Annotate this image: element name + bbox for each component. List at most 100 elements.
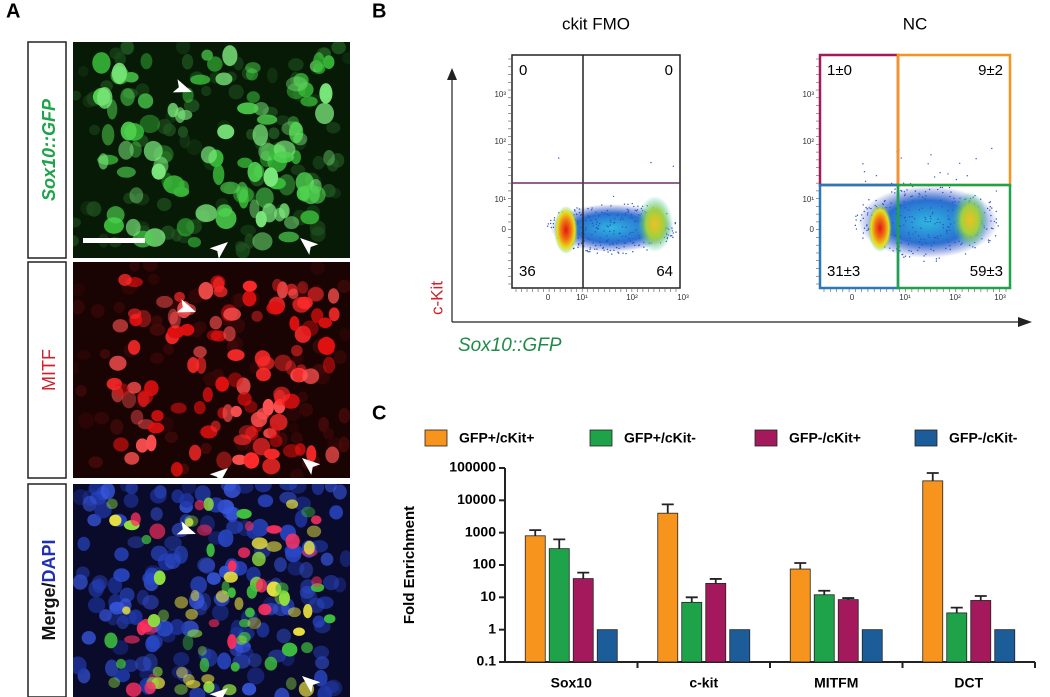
error-bar — [685, 596, 698, 603]
cell — [240, 224, 256, 236]
cell — [199, 558, 216, 574]
cell — [191, 322, 203, 338]
event — [920, 238, 922, 240]
cell — [274, 557, 287, 573]
cell — [227, 349, 245, 361]
event — [549, 222, 552, 225]
event — [939, 186, 942, 189]
event — [882, 203, 884, 205]
cell — [328, 307, 340, 322]
cell — [227, 372, 243, 388]
plot-title: NC — [903, 14, 928, 33]
cell — [180, 323, 195, 336]
event — [875, 174, 878, 177]
event — [966, 175, 968, 177]
cell — [255, 578, 267, 593]
cell — [150, 315, 163, 327]
cell — [152, 666, 163, 678]
event — [579, 214, 582, 216]
cell — [300, 210, 320, 225]
cell — [290, 431, 304, 444]
cell — [89, 124, 100, 136]
event — [675, 231, 677, 233]
event — [864, 180, 867, 183]
event — [629, 216, 632, 219]
event — [855, 228, 858, 230]
cell — [164, 535, 182, 551]
cell — [116, 166, 136, 178]
event — [949, 248, 951, 251]
y-tick-label: 10³ — [494, 90, 506, 99]
cell — [215, 72, 233, 86]
event — [935, 260, 938, 262]
event — [904, 194, 906, 197]
micrograph — [73, 42, 350, 258]
cell — [190, 576, 208, 594]
cell — [242, 290, 257, 307]
cell — [169, 311, 181, 329]
event — [628, 237, 630, 240]
event — [650, 161, 652, 164]
event — [861, 214, 863, 216]
cell — [120, 484, 133, 492]
event — [911, 195, 913, 197]
event — [585, 249, 587, 252]
y-tick-label: 10² — [802, 137, 814, 146]
event — [937, 237, 939, 240]
cell — [157, 609, 170, 622]
cell — [120, 88, 135, 107]
label-box — [27, 483, 67, 697]
error-bar — [818, 589, 831, 595]
event — [573, 209, 576, 211]
bar — [681, 601, 703, 663]
event — [590, 209, 593, 211]
event — [989, 239, 991, 242]
gate — [896, 183, 1012, 290]
cell — [143, 653, 158, 672]
cell — [174, 107, 186, 123]
cell — [299, 185, 310, 202]
error-bar — [709, 578, 722, 584]
bar — [837, 599, 859, 663]
arrowhead — [300, 238, 319, 255]
event — [955, 178, 958, 181]
x-tick-label: 0 — [546, 293, 551, 302]
cell — [140, 53, 153, 70]
event — [646, 249, 648, 251]
cell — [98, 153, 109, 170]
cell — [121, 390, 137, 409]
cell — [251, 537, 268, 550]
cell — [273, 151, 295, 163]
event — [552, 223, 555, 225]
cell — [82, 495, 97, 512]
y-tick-label: 1000 — [465, 523, 496, 539]
cell — [281, 121, 303, 136]
error-bar — [794, 562, 807, 570]
cell — [246, 585, 258, 599]
cell — [164, 431, 178, 443]
plot-frame — [511, 54, 681, 289]
event — [591, 207, 593, 209]
quadrant-value: 64 — [656, 263, 673, 280]
cell — [208, 619, 220, 628]
event — [936, 221, 938, 224]
event — [638, 244, 640, 247]
event — [576, 213, 578, 216]
event — [595, 226, 598, 229]
cell — [232, 454, 247, 465]
event — [948, 186, 951, 189]
event — [892, 250, 894, 252]
cell — [169, 619, 185, 636]
cell — [297, 296, 313, 310]
cell — [235, 484, 254, 494]
event — [614, 218, 616, 220]
event — [597, 228, 600, 230]
cell — [294, 325, 312, 343]
cell — [150, 487, 167, 504]
cell — [247, 161, 263, 183]
cell — [198, 647, 212, 662]
cell — [185, 608, 198, 620]
event — [613, 249, 615, 252]
event — [905, 220, 907, 222]
x-tick-label: MITFM — [814, 675, 858, 691]
